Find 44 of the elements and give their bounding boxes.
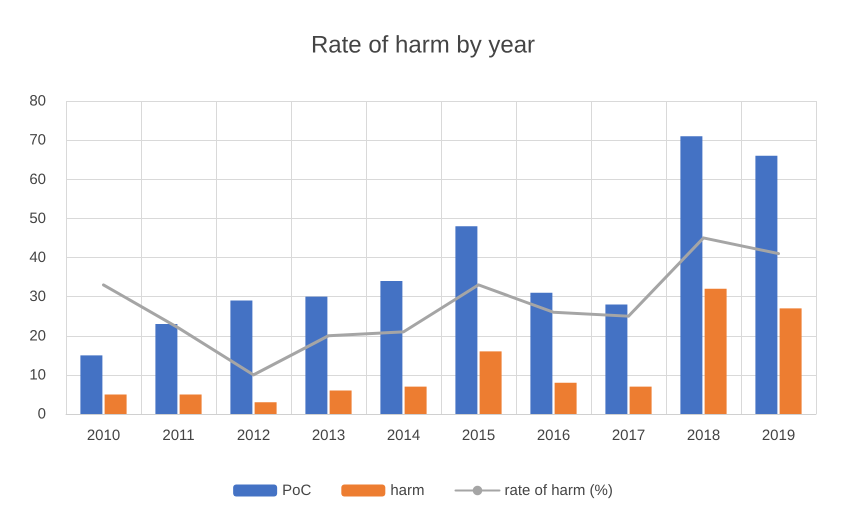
legend-label: harm [390, 482, 425, 499]
bar [305, 296, 328, 414]
bar [680, 136, 702, 414]
bar [530, 292, 552, 414]
x-tick-label: 2019 [762, 427, 796, 444]
bar [155, 324, 178, 414]
bar [480, 351, 502, 414]
bar [630, 386, 652, 414]
bar [230, 300, 252, 414]
legend-label: rate of harm (%) [504, 482, 613, 499]
bar [455, 226, 478, 414]
y-tick-label: 50 [29, 210, 46, 227]
y-tick-label: 60 [29, 170, 46, 188]
x-tick-label: 2018 [686, 427, 720, 444]
bar [704, 288, 727, 414]
x-tick-label: 2017 [612, 427, 646, 444]
bar [330, 390, 352, 414]
x-tick-label: 2014 [386, 427, 420, 444]
line-series [102, 236, 780, 376]
x-tick-label: 2012 [236, 427, 270, 444]
chart-title: Rate of harm by year [310, 32, 536, 58]
bar [254, 402, 277, 414]
y-tick-label: 30 [29, 288, 46, 306]
bar [755, 156, 778, 414]
y-tick-label: 10 [29, 366, 46, 384]
bar [554, 382, 577, 414]
x-tick-label: 2013 [312, 427, 346, 444]
y-tick-label: 20 [29, 327, 46, 344]
x-tick-label: 2010 [86, 427, 120, 444]
y-tick-label: 0 [38, 406, 46, 422]
bar [104, 394, 127, 414]
bar [780, 308, 802, 414]
y-tick-label: 80 [29, 92, 46, 110]
y-tick-label: 70 [29, 132, 46, 149]
x-tick-label: 2011 [162, 427, 195, 444]
x-tick-label: 2015 [462, 427, 496, 444]
bar [180, 394, 202, 414]
legend-label: PoC [282, 482, 312, 499]
bar [404, 386, 427, 414]
y-tick-label: 40 [29, 249, 46, 266]
bar [80, 355, 102, 414]
x-tick-label: 2016 [536, 427, 570, 444]
bar [605, 304, 628, 414]
bar [380, 280, 402, 414]
